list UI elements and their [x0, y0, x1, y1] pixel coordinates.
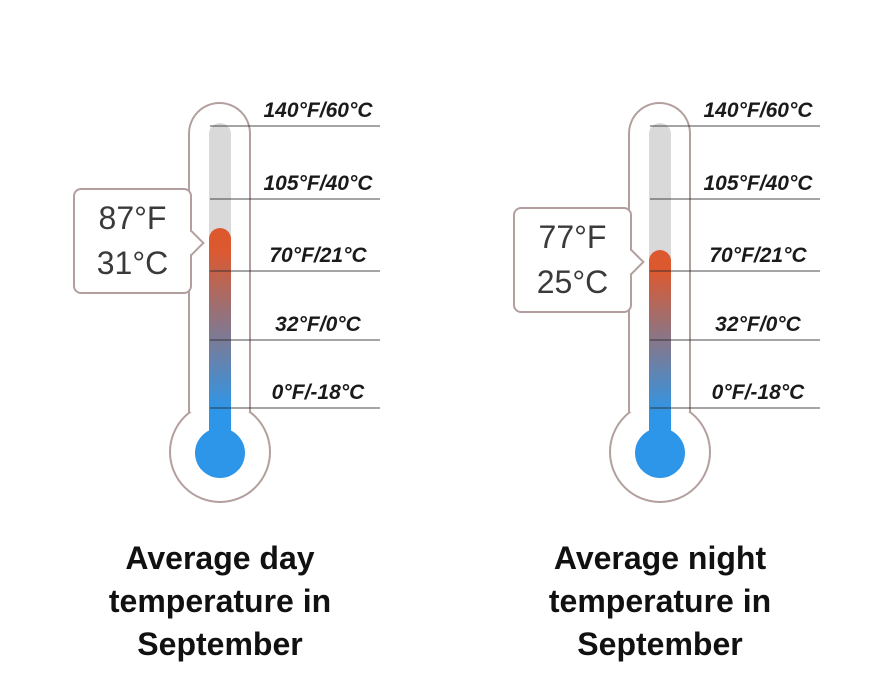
thermometer-bulb-fill	[635, 428, 685, 478]
scale-tick-line	[650, 198, 820, 200]
scale-tick-line	[210, 407, 380, 409]
scale-tick-32f: 32°F/0°C	[210, 311, 380, 341]
scale-tick-105f: 105°F/40°C	[650, 170, 820, 200]
scale-tick-70f: 70°F/21°C	[650, 242, 820, 272]
thermometer-bulb-fill	[195, 428, 245, 478]
scale-tick-line	[650, 125, 820, 127]
scale-tick-line	[210, 339, 380, 341]
caption-line: temperature in	[108, 583, 332, 619]
temperature-callout-night: 77°F 25°C	[513, 207, 645, 313]
scale-tick-70f: 70°F/21°C	[210, 242, 380, 272]
scale-tick-label: 140°F/60°C	[703, 99, 813, 122]
caption-line: September	[137, 626, 303, 662]
scale-tick-label: 140°F/60°C	[263, 99, 373, 122]
scale-tick-label: 32°F/0°C	[275, 313, 361, 336]
scale-tick-line	[210, 125, 380, 127]
scale-tick-0f: 0°F/-18°C	[650, 379, 820, 409]
temperature-celsius: 31°C	[96, 245, 169, 281]
scale-tick-label: 70°F/21°C	[269, 244, 367, 267]
caption-line: Average night	[553, 540, 767, 576]
scale-tick-0f: 0°F/-18°C	[210, 379, 380, 409]
scale-tick-105f: 105°F/40°C	[210, 170, 380, 200]
caption-line: temperature in	[548, 583, 772, 619]
scale-tick-label: 0°F/-18°C	[711, 381, 805, 404]
thermometer-mercury-fill	[649, 250, 671, 455]
scale-tick-140f: 140°F/60°C	[210, 97, 380, 127]
temperature-callout-day: 87°F 31°C	[73, 188, 205, 294]
scale-tick-line	[650, 407, 820, 409]
scale-tick-label: 105°F/40°C	[703, 172, 813, 195]
scale-tick-line	[650, 339, 820, 341]
scale-tick-line	[650, 270, 820, 272]
caption-night: Average night temperature in September	[465, 537, 855, 666]
thermometer-panel-night: 140°F/60°C 105°F/40°C 70°F/21°C 32°F/0°C…	[465, 0, 855, 680]
caption-line: September	[577, 626, 743, 662]
temperature-celsius: 25°C	[536, 264, 609, 300]
scale-tick-line	[210, 198, 380, 200]
caption-day: Average day temperature in September	[25, 537, 415, 666]
thermometer-panel-day: 140°F/60°C 105°F/40°C 70°F/21°C 32°F/0°C…	[25, 0, 415, 680]
scale-tick-32f: 32°F/0°C	[650, 311, 820, 341]
scale-tick-label: 70°F/21°C	[709, 244, 807, 267]
caption-line: Average day	[125, 540, 315, 576]
scale-tick-label: 105°F/40°C	[263, 172, 373, 195]
temperature-fahrenheit: 77°F	[538, 219, 607, 255]
scale-tick-140f: 140°F/60°C	[650, 97, 820, 127]
scale-tick-label: 0°F/-18°C	[271, 381, 365, 404]
scale-tick-label: 32°F/0°C	[715, 313, 801, 336]
scale-tick-line	[210, 270, 380, 272]
temperature-fahrenheit: 87°F	[98, 200, 167, 236]
thermometer-mercury-fill	[209, 228, 231, 455]
